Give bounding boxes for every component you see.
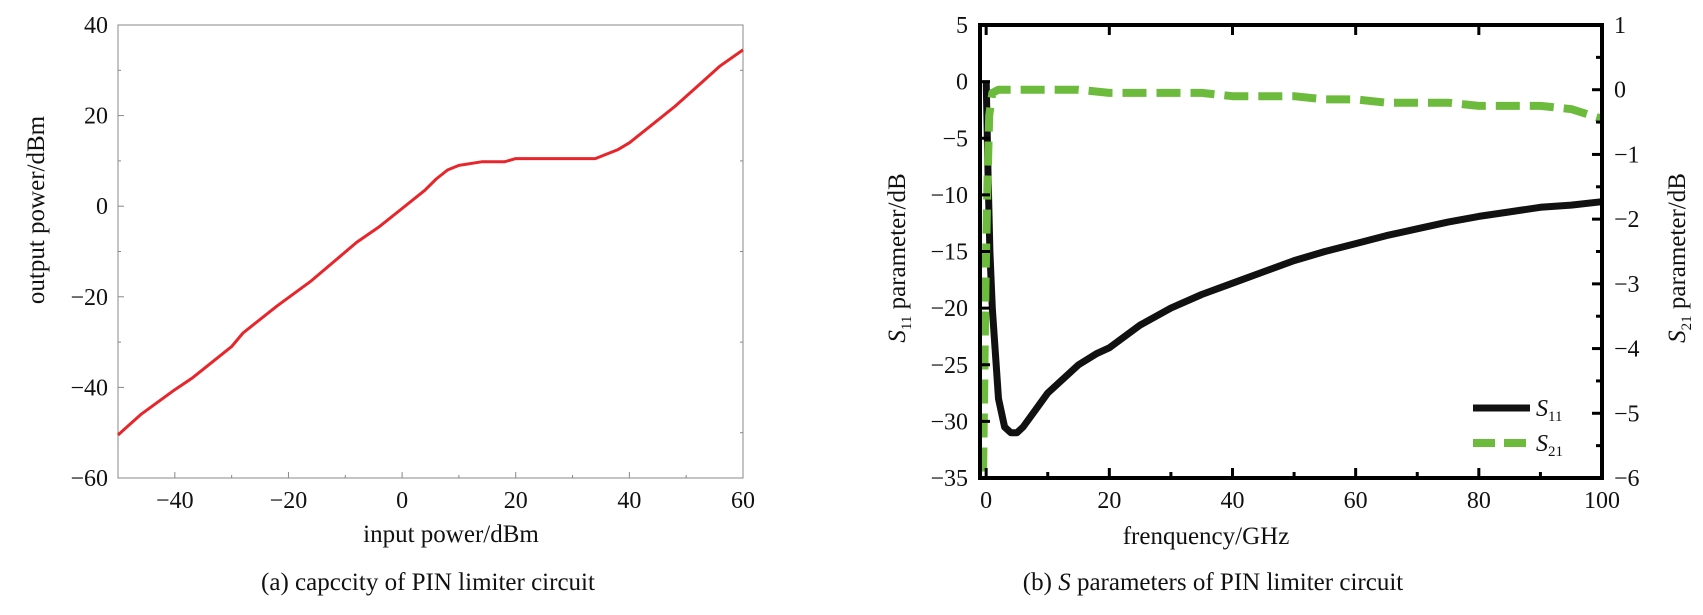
chart-b-legend: S11 S21: [1473, 396, 1563, 460]
chart-b-right-y-ticks: −6 −5 −4 −3 −2 −1 0 1: [1592, 13, 1640, 492]
chart-a-series: [116, 48, 744, 437]
chart-b-series-line-s11: [982, 81, 1603, 437]
chart-a-x-tick-label: 0: [396, 488, 408, 514]
chart-b-series: [979, 81, 1604, 472]
chart-a-y-axis-title: output power/dBm: [23, 115, 50, 304]
chart-b-right-y-tick-label: −2: [1614, 207, 1640, 233]
chart-a-y-tick-label: 20: [84, 104, 108, 130]
chart-a-x-tick-label: 40: [617, 488, 641, 514]
legend-label-s21: S21: [1536, 431, 1563, 460]
chart-b-right-y-tick-label: −1: [1614, 142, 1640, 168]
chart-b-right-y-tick-label: −4: [1614, 337, 1640, 363]
chart-a-x-tick-label: 20: [504, 488, 528, 514]
chart-b-left-y-axis-title: S11 parameter/dB: [884, 173, 915, 342]
chart-b-right-y-tick-label: −5: [1614, 401, 1640, 427]
chart-a-plot-frame: [117, 24, 744, 479]
chart-b-x-tick-label: 60: [1344, 488, 1368, 514]
chart-b-x-tick-label: 80: [1467, 488, 1491, 514]
chart-b-left-y-tick-label: −20: [930, 296, 968, 322]
chart-b-left-y-tick-label: 0: [956, 70, 968, 96]
chart-a-y-tick-label: 40: [84, 13, 108, 39]
chart-b-right-y-symbol: S: [1664, 330, 1691, 343]
chart-a-y-tick-label: 0: [96, 194, 108, 220]
legend-s21-subscript: 21: [1548, 444, 1563, 460]
chart-b-caption-symbol: S: [1058, 569, 1071, 596]
chart-b-right-y-tick-label: 0: [1614, 78, 1626, 104]
chart-b-right-y-text: parameter/dB: [1664, 173, 1691, 315]
chart-a-x-tick-label: −20: [270, 488, 308, 514]
chart-b-right-y-axis-title: S21 parameter/dB: [1664, 173, 1695, 343]
chart-b-left-y-symbol: S: [884, 330, 911, 343]
chart-b-left-y-tick-label: −35: [930, 466, 968, 492]
legend-s11-subscript: 11: [1548, 409, 1562, 425]
chart-b-x-tick-label: 100: [1584, 488, 1620, 514]
chart-b-x-axis-title: frenquency/GHz: [1123, 523, 1290, 550]
chart-b-caption: (b) S parameters of PIN limiter circuit: [1023, 569, 1403, 596]
chart-b-left-y-tick-label: −5: [942, 126, 968, 152]
chart-a-x-tick-label: 60: [731, 488, 755, 514]
chart-b-left-y-tick-label: −25: [930, 353, 968, 379]
chart-b-caption-prefix: (b): [1023, 569, 1058, 596]
chart-a-y-tick-label: −40: [70, 375, 108, 401]
chart-b-x-tick-label: 40: [1220, 488, 1244, 514]
chart-a-series-line: [116, 48, 744, 437]
chart-a-y-ticks: −60 −40 −20 0 20 40: [70, 13, 743, 492]
chart-b-caption-suffix: parameters of PIN limiter circuit: [1071, 569, 1404, 596]
chart-b-left-y-tick-label: 5: [956, 13, 968, 39]
chart-a-y-tick-label: −20: [70, 285, 108, 311]
chart-a-y-tick-label: −60: [70, 466, 108, 492]
chart-b-x-tick-label: 20: [1097, 488, 1121, 514]
chart-b-right-y-subscript: 21: [1679, 315, 1695, 330]
chart-b-left-y-tick-label: −30: [930, 409, 968, 435]
chart-a-x-tick-label: −40: [156, 488, 194, 514]
legend-s21-symbol: S: [1536, 431, 1548, 457]
chart-b-right-y-tick-label: −3: [1614, 272, 1640, 298]
chart-b-x-ticks: 0 20 40 60 80 100: [980, 25, 1620, 514]
chart-b-left-y-tick-label: −10: [930, 183, 968, 209]
legend-label-s11: S11: [1536, 396, 1562, 425]
chart-b-series-line-s21: [979, 85, 1604, 472]
chart-b-left-y-subscript: 11: [899, 316, 915, 330]
chart-b-left-y-tick-label: −15: [930, 240, 968, 266]
chart-b-left-y-text: parameter/dB: [884, 173, 911, 315]
chart-b-right-y-tick-label: −6: [1614, 466, 1640, 492]
chart-b-right-y-tick-label: 1: [1614, 13, 1626, 39]
chart-a: −40 −20 0 20 40 60 −60 −40 −20 0 20 40 input power…: [23, 13, 755, 596]
chart-a-caption: (a) capccity of PIN limiter circuit: [261, 569, 595, 596]
chart-a-x-axis-title: input power/dBm: [363, 521, 539, 548]
chart-b-left-y-ticks: −35 −30 −25 −20 −15 −10 −5 0 5: [930, 13, 990, 492]
chart-b: 0 20 40 60 80 100 −35−30−25−20−15−10−505 −6−5…: [884, 13, 1695, 596]
chart-b-x-tick-label: 0: [980, 488, 992, 514]
legend-s11-symbol: S: [1536, 396, 1548, 422]
